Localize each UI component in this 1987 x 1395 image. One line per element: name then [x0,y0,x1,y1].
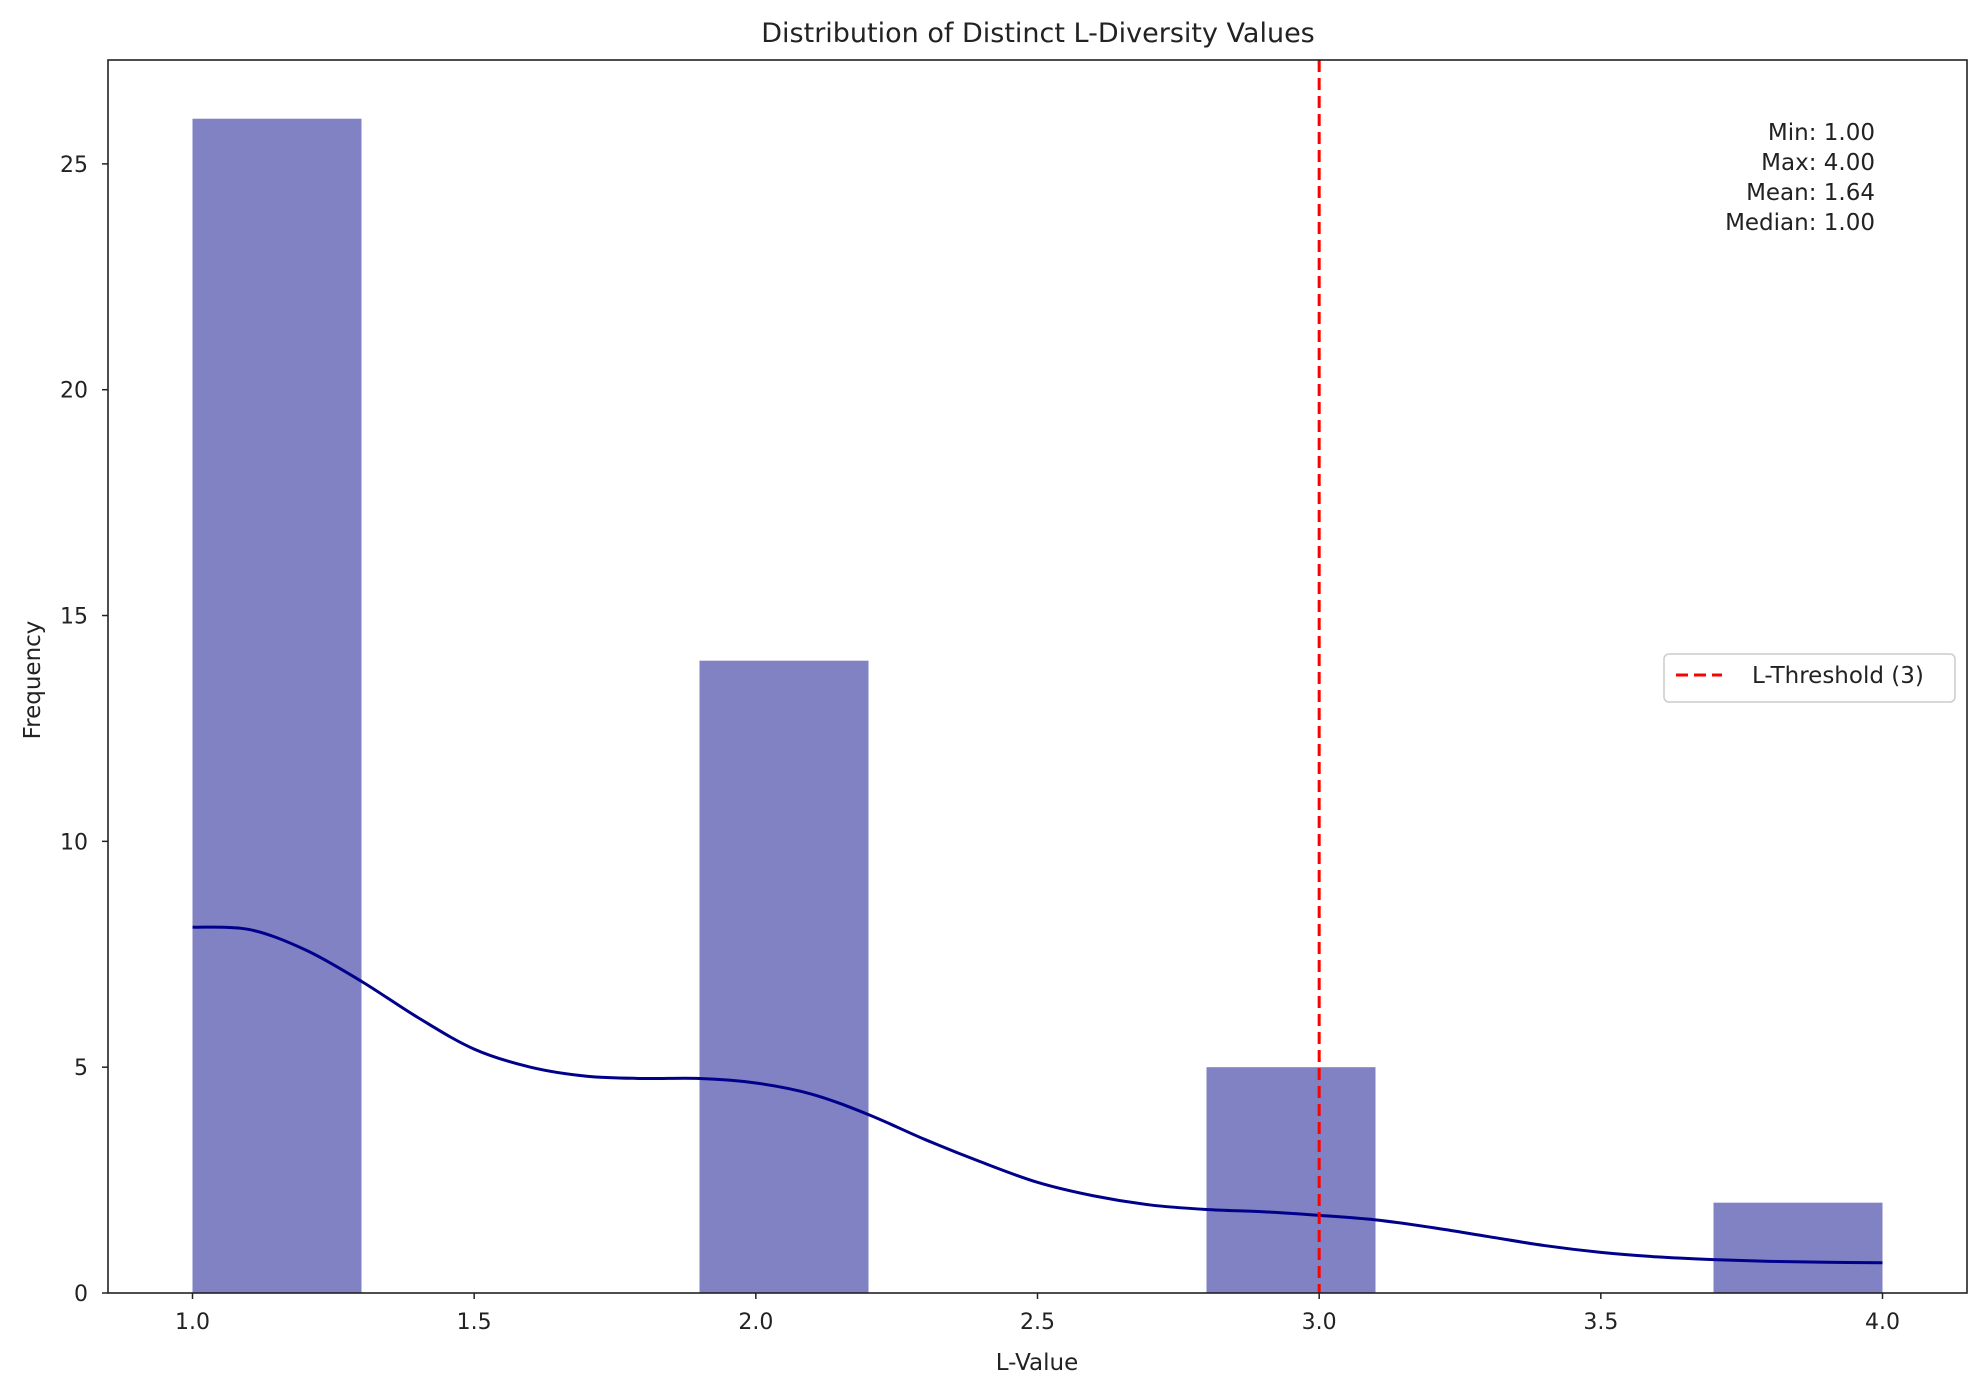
chart-title: Distribution of Distinct L-Diversity Val… [761,18,1315,49]
histogram-bar [192,118,362,1294]
kde-line [192,925,1883,1265]
x-tick-label: 2.0 [738,1310,773,1335]
y-tick-label: 20 [60,379,88,404]
x-axis-label: L-Value [996,1350,1079,1376]
x-tick-label: 2.5 [1020,1310,1055,1335]
y-axis-label: Frequency [20,621,46,740]
histogram-bar [1206,1067,1376,1293]
x-tick-label: 4.0 [1865,1310,1900,1335]
stats-line: Min: 1.00 [1768,120,1875,146]
y-ticks-group: 0 5 10 15 20 25 [60,153,108,1307]
x-ticks-group: 1.0 1.5 2.0 2.5 3.0 3.5 4.0 [175,1293,1900,1335]
y-tick-label: 15 [60,605,88,630]
x-tick-label: 3.5 [1583,1310,1618,1335]
bars-group [192,118,1883,1294]
y-tick-label: 5 [74,1056,88,1081]
stats-line: Max: 4.00 [1761,150,1875,176]
legend-frame [1663,653,1956,703]
kde-group [192,925,1883,1265]
x-tick-label: 1.0 [175,1310,210,1335]
legend-label: L-Threshold (3) [1752,663,1924,689]
histogram-bar [1713,1202,1883,1293]
stats-line: Median: 1.00 [1725,210,1875,236]
x-tick-label: 1.5 [457,1310,492,1335]
legend: L-Threshold (3) [1663,653,1956,703]
y-tick-label: 25 [60,153,88,178]
y-tick-label: 0 [74,1282,88,1307]
y-tick-label: 10 [60,830,88,855]
stats-line: Mean: 1.64 [1746,180,1875,206]
x-tick-label: 3.0 [1302,1310,1337,1335]
stats-box: Min: 1.00 Max: 4.00 Mean: 1.64 Median: 1.00 [1725,120,1875,236]
histogram-bar [699,660,869,1293]
